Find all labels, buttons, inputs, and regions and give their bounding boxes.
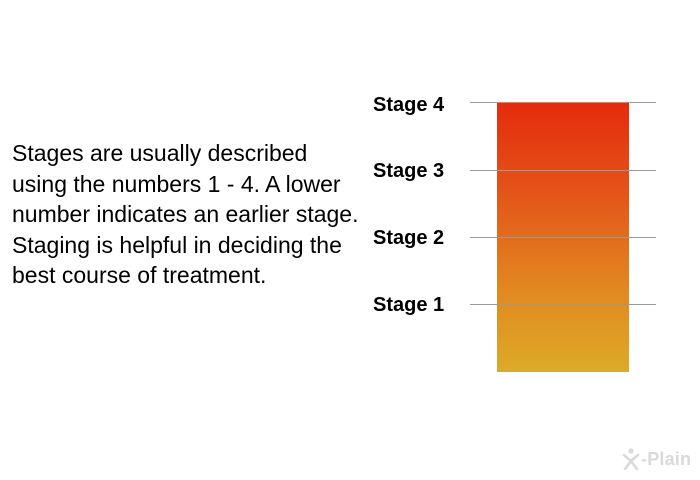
stage-2-label: Stage 2 [373,227,445,249]
x-plain-figure-icon [622,448,640,470]
stage-3-label: Stage 3 [373,160,445,182]
stages-description: Stages are usually described using the n… [12,140,359,288]
stage-1-label: Stage 1 [373,294,445,316]
x-plain-logo: -Plain [622,448,691,470]
stage-4-line [470,102,656,103]
logo-text: -Plain [641,448,692,469]
stage-3-line [470,170,656,171]
stage-2-line [470,237,656,238]
stage-1-line [470,304,656,305]
stage-4-label: Stage 4 [373,94,445,116]
